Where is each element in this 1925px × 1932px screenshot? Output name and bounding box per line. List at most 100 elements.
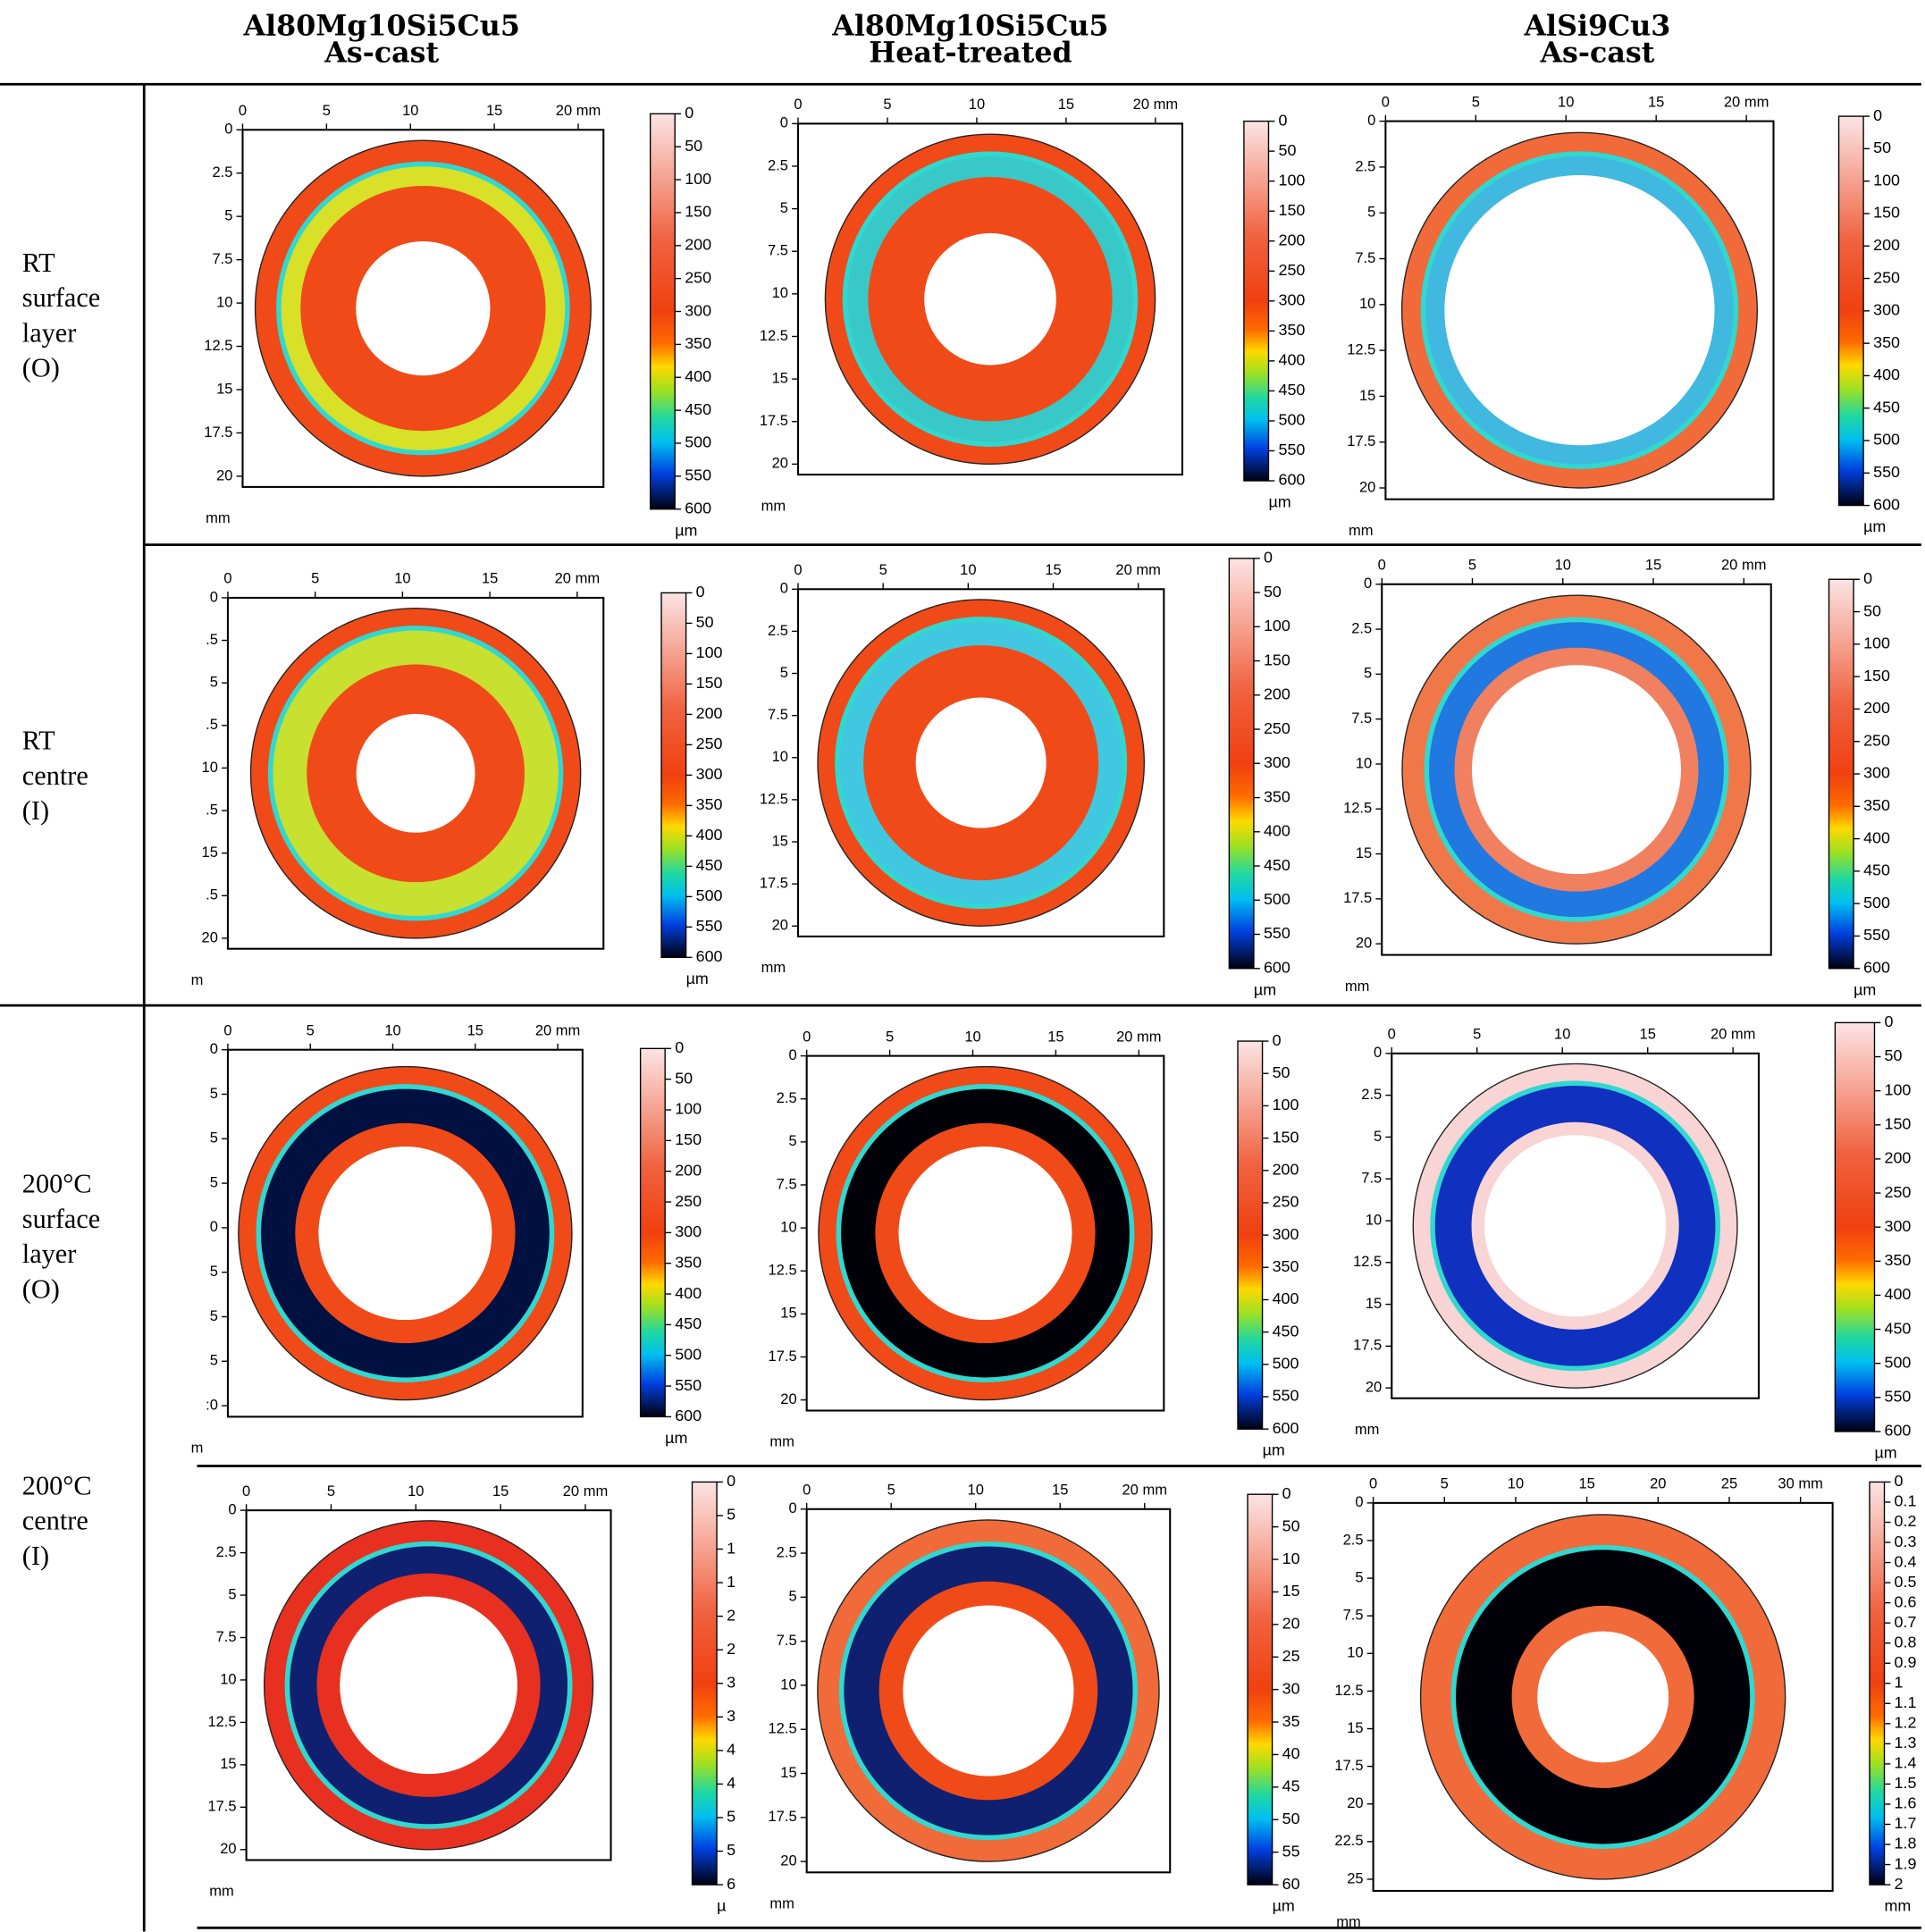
y-tick-label: 22.5: [1334, 1832, 1363, 1849]
colorbar-tick-label: 0: [1863, 569, 1872, 587]
colorbar: [1837, 115, 1864, 507]
x-tick-label: 20: [1650, 1475, 1666, 1492]
colorbar: [1243, 120, 1270, 482]
colorbar-tick-label: 0: [1278, 111, 1287, 129]
x-tick-label: 20 mm: [1711, 1026, 1755, 1043]
colorbar-tick-label: 500: [1873, 431, 1900, 449]
y-tick-label: 17.5: [768, 1348, 796, 1365]
y-unit: mm: [1336, 1913, 1361, 1930]
profile-map: 0 5 10 15 20 mm 0 2.5 5 7.5 10 12.5 15 17.5 20 mm 0 5 1 1 2…: [207, 1472, 736, 1914]
x-tick-label: 0: [794, 96, 802, 113]
colorbar-tick-label: 250: [685, 268, 711, 286]
x-tick-label: 15: [1648, 93, 1664, 110]
x-tick-label: 15: [1052, 1481, 1068, 1498]
colorbar-tick-label: 1.1: [1895, 1693, 1917, 1711]
profile-map: 0 5 10 15 20 mm 0 2.5 5 7.5 10 12.5 15 17.5 20 mm 0 50 10…: [768, 1028, 1299, 1458]
x-tick-label: 20 mm: [1122, 1481, 1167, 1498]
x-tick-label: 10: [1555, 556, 1571, 573]
x-tick-label: 10: [964, 1028, 980, 1045]
profile-map: 0 5 10 15 20 25 30 mm02.557.51012.51517.52022.…: [1334, 1472, 1916, 1930]
y-tick-label: 20: [202, 928, 218, 945]
colorbar-tick-label: 550: [1863, 926, 1890, 944]
colorbar-tick-label: 50: [696, 613, 714, 631]
colorbar-tick-label: 1.3: [1895, 1734, 1917, 1751]
colorbar-tick-label: 350: [1863, 796, 1890, 814]
colorbar-tick-label: 450: [1885, 1319, 1912, 1337]
y-tick-label: 17.5: [204, 424, 232, 441]
row-label: centre: [22, 760, 88, 791]
colorbar-tick-label: 50: [1278, 141, 1296, 159]
colorbar-tick-label: 250: [1863, 731, 1890, 749]
colorbar: [1869, 1481, 1886, 1886]
colorbar-tick-label: 20: [1282, 1615, 1300, 1633]
colorbar-tick-label: 0: [1895, 1472, 1904, 1490]
y-tick-label: :0: [206, 1396, 218, 1413]
y-tick-label: 17.5: [1353, 1337, 1382, 1354]
colorbar-unit: mm: [1885, 1897, 1912, 1915]
colorbar-tick-label: 150: [696, 674, 723, 692]
colorbar-tick-label: 550: [1873, 463, 1900, 481]
y-tick-label: 2.5: [768, 622, 788, 639]
colorbar-tick-label: 1: [1895, 1673, 1904, 1691]
y-unit: mm: [761, 497, 786, 514]
colorbar-tick-label: 550: [1885, 1388, 1912, 1406]
y-tick-label: 2.5: [1351, 619, 1372, 636]
y-tick-label: 12.5: [1347, 340, 1375, 357]
colorbar-tick-label: 450: [1873, 398, 1900, 416]
y-tick-label: 5: [228, 1585, 236, 1602]
colorbar-unit: µm: [1263, 1441, 1285, 1459]
row-label: (O): [22, 1273, 60, 1304]
y-tick-label: 5: [1364, 665, 1372, 682]
colorbar-tick-label: 0.8: [1895, 1633, 1917, 1651]
colorbar: [649, 113, 676, 510]
colorbar-tick-label: 450: [675, 1315, 702, 1332]
profile-map: 0 5 10 15 20 mm 0 2.5 5 7.5 10 12.5 15 17.5 20 mm 0 50 10…: [1343, 556, 1890, 998]
colorbar-tick-label: 50: [1873, 139, 1891, 156]
colorbar-tick-label: 300: [1885, 1217, 1912, 1235]
colorbar-tick-label: 100: [1863, 634, 1890, 652]
y-tick-label: 15: [1347, 1719, 1363, 1736]
y-tick-label: 0: [1374, 1044, 1382, 1061]
colorbar-tick-label: 100: [1264, 617, 1290, 634]
colorbar-tick-label: 400: [1873, 365, 1900, 383]
y-tick-label: 20: [1347, 1794, 1363, 1811]
colorbar-tick-label: 550: [1264, 924, 1290, 942]
colorbar-tick-label: 350: [1873, 333, 1900, 351]
colorbar: [639, 1047, 666, 1418]
x-tick-label: 5: [886, 1028, 894, 1045]
colorbar-tick-label: 250: [1273, 1193, 1299, 1211]
y-tick-label: 7.5: [777, 1175, 797, 1192]
y-tick-label: 0: [780, 114, 788, 131]
colorbar-tick-label: 0: [1885, 1012, 1894, 1030]
x-tick-label: 5: [1472, 93, 1480, 110]
colorbar-tick-label: 450: [1863, 861, 1890, 879]
y-tick-label: 5: [788, 1588, 796, 1605]
y-tick-label: 5: [788, 1132, 796, 1149]
y-tick-label: 0: [1367, 112, 1375, 129]
colorbar-tick-label: 0.5: [1895, 1573, 1917, 1591]
y-tick-label: 5: [224, 207, 232, 224]
colorbar-tick-label: 250: [1873, 268, 1900, 286]
y-tick-label: .5: [206, 801, 218, 818]
colorbar-unit: µm: [665, 1429, 687, 1447]
colorbar-tick-label: 4: [727, 1741, 736, 1759]
colorbar-tick-label: 55: [1282, 1842, 1300, 1860]
colorbar-tick-label: 100: [1873, 171, 1900, 189]
row-label: RT: [22, 726, 55, 756]
colorbar-tick-label: 400: [685, 367, 711, 385]
x-tick-label: 20 mm: [1133, 96, 1178, 113]
colorbar-tick-label: 100: [1278, 171, 1305, 189]
colorbar-tick-label: 250: [675, 1192, 702, 1210]
y-tick-label: 5: [210, 1352, 218, 1369]
profile-map: 0 5 10 15 20 mm 0 2.5 5 7.5 10 12.5 15 17.5 20 mm 0 50 10…: [1353, 1012, 1911, 1461]
colorbar-tick-label: 0: [1282, 1484, 1291, 1502]
colorbar: [1834, 1021, 1876, 1432]
wear-ring: [1537, 1631, 1669, 1763]
y-tick-label: 5: [210, 1307, 218, 1324]
column-header: Al80Mg10Si5Cu5: [831, 9, 1108, 42]
colorbar-tick-label: 1.9: [1895, 1854, 1917, 1872]
y-tick-label: 20: [1359, 478, 1375, 495]
x-tick-label: 10: [394, 570, 410, 587]
colorbar-tick-label: 200: [1278, 231, 1305, 248]
